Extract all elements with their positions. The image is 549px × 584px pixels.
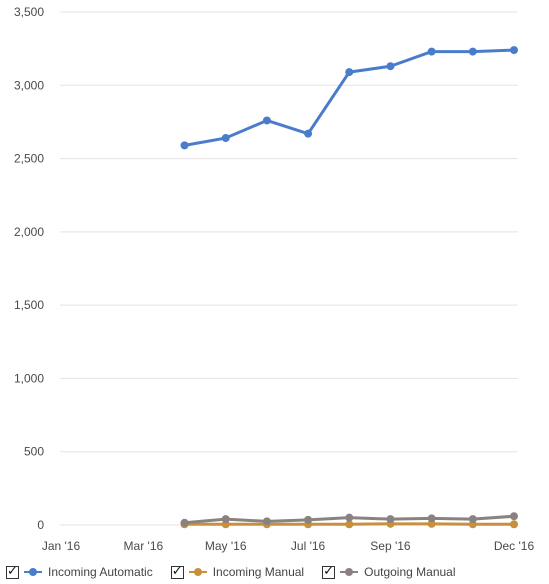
y-tick-label: 0	[37, 518, 44, 532]
y-tick-label: 1,500	[14, 298, 44, 312]
y-tick-label: 500	[24, 445, 44, 459]
legend-label-incoming-manual: Incoming Manual	[212, 565, 305, 579]
data-point	[221, 134, 230, 143]
x-tick-label: Dec '16	[494, 539, 535, 553]
data-point	[427, 47, 436, 56]
data-point	[510, 46, 518, 55]
legend-swatch-incoming-automatic	[24, 567, 42, 577]
legend-checkbox-incoming-automatic[interactable]	[6, 564, 19, 579]
data-point	[386, 62, 395, 71]
y-tick-label: 3,500	[14, 5, 44, 19]
legend-item-incoming-automatic[interactable]: Incoming Automatic	[6, 564, 153, 579]
data-point	[468, 515, 477, 524]
data-point	[345, 513, 354, 522]
data-point	[468, 47, 477, 56]
legend-swatch-incoming-manual	[188, 567, 207, 577]
x-tick-label: Jan '16	[42, 539, 81, 553]
data-point	[180, 141, 189, 150]
data-point	[304, 515, 313, 524]
y-tick-label: 1,000	[14, 371, 44, 385]
data-point	[427, 514, 436, 523]
x-tick-label: Jul '16	[291, 539, 326, 553]
legend-checkbox-outgoing-manual[interactable]	[322, 564, 336, 579]
legend-label-outgoing-manual: Outgoing Manual	[364, 565, 456, 579]
data-point	[221, 515, 230, 524]
y-tick-label: 3,000	[14, 78, 44, 92]
data-point	[304, 129, 313, 138]
data-point	[262, 517, 271, 526]
data-point	[180, 518, 189, 527]
series-line	[184, 48, 515, 147]
legend-label-incoming-automatic: Incoming Automatic	[48, 565, 153, 579]
legend-item-incoming-manual[interactable]: Incoming Manual	[170, 564, 305, 579]
data-point	[510, 520, 518, 529]
chart-legend: Incoming Automatic Incoming Manual Outgo…	[0, 560, 549, 584]
y-tick-label: 2,500	[14, 152, 44, 166]
data-point	[510, 512, 518, 521]
legend-item-outgoing-manual[interactable]: Outgoing Manual	[322, 564, 456, 579]
x-tick-label: Mar '16	[124, 539, 164, 553]
legend-checkbox-incoming-manual[interactable]	[170, 564, 184, 579]
x-tick-label: Sep '16	[370, 539, 411, 553]
x-tick-label: May '16	[205, 539, 247, 553]
y-tick-label: 2,000	[14, 225, 44, 239]
data-point	[386, 515, 395, 524]
data-point	[262, 116, 271, 125]
legend-swatch-outgoing-manual	[340, 567, 359, 577]
chart-canvas: 0 500 1,000 1,500 2,000 2,500 3,000 3,500 Jan '1…	[14, 5, 535, 553]
data-point	[345, 68, 354, 77]
data-point	[345, 520, 354, 529]
